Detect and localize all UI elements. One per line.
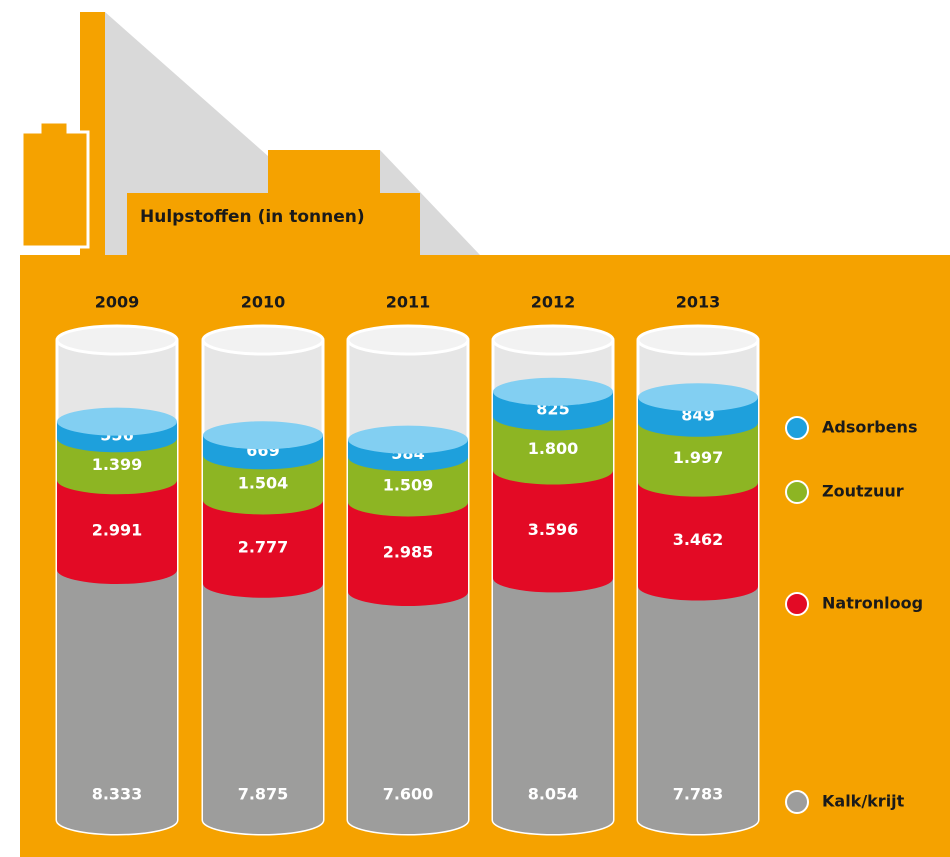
legend-label: Natronloog bbox=[822, 594, 923, 613]
legend-marker bbox=[785, 416, 809, 440]
cylinder-cap bbox=[493, 377, 613, 406]
cylinder-segment bbox=[57, 570, 177, 834]
value-label: 2.991 bbox=[92, 521, 143, 540]
x-tick-label: 2011 bbox=[386, 293, 431, 312]
value-label: 2.985 bbox=[383, 543, 434, 562]
building bbox=[20, 120, 90, 249]
value-label: 7.600 bbox=[383, 785, 434, 804]
cylinder-segment bbox=[348, 502, 468, 606]
cylinder-cap bbox=[638, 383, 758, 412]
value-label: 7.783 bbox=[673, 785, 724, 804]
x-tick-label: 2013 bbox=[676, 293, 721, 312]
legend-label: Zoutzuur bbox=[822, 482, 904, 501]
cylinder-segment bbox=[348, 592, 468, 834]
cylinder-segment bbox=[57, 480, 177, 585]
cylinder-cap bbox=[57, 407, 177, 436]
legend-label: Adsorbens bbox=[822, 418, 917, 437]
value-label: 1.997 bbox=[673, 448, 724, 467]
cylinder-segment bbox=[203, 583, 323, 834]
legend-marker bbox=[785, 790, 809, 814]
cylinder-segment bbox=[638, 482, 758, 601]
cylinder-segment bbox=[638, 422, 758, 497]
legend-marker bbox=[785, 592, 809, 616]
cylinder-segment bbox=[203, 500, 324, 598]
value-label: 8.054 bbox=[528, 785, 579, 804]
value-label: 1.504 bbox=[238, 473, 289, 492]
cylinder-rim bbox=[346, 324, 470, 356]
cylinder-rim bbox=[55, 324, 179, 356]
x-tick-label: 2009 bbox=[95, 293, 140, 312]
value-label: 7.875 bbox=[238, 785, 289, 804]
value-label: 8.333 bbox=[92, 785, 143, 804]
value-label: 3.462 bbox=[673, 530, 724, 549]
x-tick-label: 2012 bbox=[531, 293, 576, 312]
building bbox=[127, 193, 420, 258]
x-tick-label: 2010 bbox=[241, 293, 286, 312]
cylinder-segment bbox=[203, 455, 324, 515]
building bbox=[268, 150, 380, 200]
value-label: 1.509 bbox=[383, 475, 434, 494]
cylinder-cap bbox=[348, 425, 468, 454]
legend-marker bbox=[785, 480, 809, 504]
cylinder-cap bbox=[203, 421, 323, 450]
cylinder-segment bbox=[348, 457, 468, 517]
value-label: 3.596 bbox=[528, 520, 579, 539]
cylinder-segment bbox=[638, 586, 758, 834]
value-label: 1.800 bbox=[528, 439, 579, 458]
value-label: 1.399 bbox=[92, 455, 143, 474]
cylinder-segment bbox=[493, 470, 613, 593]
cylinder-rim bbox=[491, 324, 615, 356]
cylinder-rim bbox=[636, 324, 760, 356]
chart-title: Hulpstoffen (in tonnen) bbox=[140, 207, 365, 227]
cylinder-segment bbox=[493, 578, 613, 834]
value-label: 2.777 bbox=[238, 538, 289, 557]
cylinder-segment bbox=[57, 438, 177, 495]
cylinder-segment bbox=[493, 416, 613, 485]
cylinder-rim bbox=[201, 324, 325, 356]
legend-label: Kalk/krijt bbox=[822, 792, 905, 811]
